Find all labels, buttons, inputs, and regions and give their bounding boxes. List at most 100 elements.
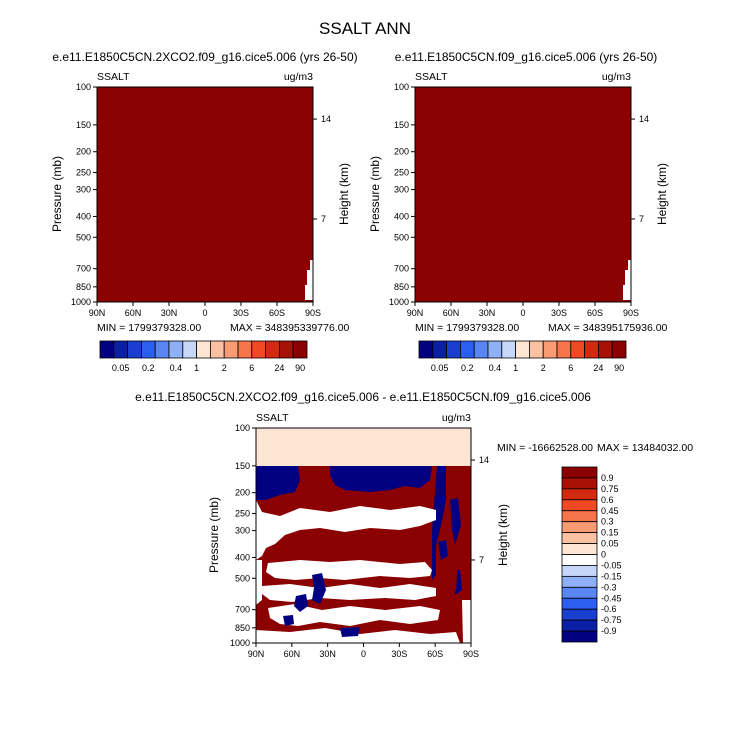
- diff-top-zero: [256, 428, 471, 466]
- colorbar-label: 0.4: [489, 363, 502, 373]
- ytick-label: 150: [235, 461, 250, 471]
- xtick-label: 30S: [391, 649, 407, 659]
- xtick-label: 60N: [125, 308, 142, 318]
- ytick-label: 250: [235, 509, 250, 519]
- diff-white-band-1: [256, 500, 436, 560]
- colorbar-box: [182, 340, 198, 359]
- colorbar-box: [561, 466, 598, 479]
- panel-difference-variable: SSALT: [256, 412, 289, 424]
- panel-case-field: [97, 87, 313, 302]
- ytick-label: 300: [394, 185, 409, 195]
- ytick-label: 100: [394, 82, 409, 92]
- colorbar-box: [556, 340, 572, 359]
- colorbar-label: 24: [274, 363, 284, 373]
- xtick-label: 30S: [233, 308, 249, 318]
- diff-blue-lower-3: [340, 627, 360, 637]
- panel-difference-colorbar: 0.90.750.60.450.30.150.050-0.05-0.15-0.3…: [561, 466, 622, 643]
- panel-case-colorbar: 0.05 0.2 0.4 1 2 6 24 90: [99, 340, 308, 373]
- panel-case-variable: SSALT: [97, 71, 130, 83]
- colorbar-box: [561, 510, 598, 523]
- diff-blue-cap-mid: [330, 466, 432, 492]
- ytick-label: 100: [76, 82, 91, 92]
- panel-difference-axes: 90N 60N 30N 0 30S 60S 90S 100 150 200 250 300 400 500…: [230, 423, 489, 659]
- panel-difference-title: e.e11.E1850C5CN.2XCO2.f09_g16.cice5.006 …: [135, 390, 591, 404]
- colorbar-label: 0.6: [601, 495, 614, 505]
- colorbar-box: [473, 340, 489, 359]
- ytick-label: 250: [76, 168, 91, 178]
- panel-control: e.e11.E1850C5CN.f09_g16.cice5.006 (yrs 2…: [368, 50, 669, 373]
- y2tick-label: 7: [479, 555, 484, 565]
- colorbar-label: 24: [593, 363, 603, 373]
- xtick-label: 60N: [284, 649, 301, 659]
- ytick-label: 1000: [71, 297, 91, 307]
- colorbar-box: [584, 340, 599, 359]
- panel-control-colorbar: 0.05 0.2 0.4 1 2 6 24 90: [418, 340, 627, 373]
- colorbar-label: 0.05: [431, 363, 449, 373]
- colorbar-box: [154, 340, 170, 359]
- colorbar-box: [113, 340, 129, 359]
- xtick-label: 30S: [551, 308, 567, 318]
- ytick-label: 200: [235, 488, 250, 498]
- diff-white-band-4: [268, 604, 440, 626]
- panel-control-variable: SSALT: [415, 71, 448, 83]
- colorbar-label: 0.2: [461, 363, 474, 373]
- colorbar-label: 90: [295, 363, 305, 373]
- colorbar-box: [127, 340, 142, 359]
- colorbar-label: 0.2: [142, 363, 155, 373]
- ytick-label: 300: [235, 526, 250, 536]
- colorbar-label: 0.75: [601, 484, 619, 494]
- ytick-label: 400: [76, 211, 91, 221]
- ytick-label: 850: [76, 282, 91, 292]
- colorbar-box: [292, 340, 308, 359]
- xtick-label: 0: [361, 649, 366, 659]
- panel-case-y2label: Height (km): [337, 163, 351, 225]
- panel-control-title: e.e11.E1850C5CN.f09_g16.cice5.006 (yrs 2…: [395, 50, 658, 64]
- colorbar-box: [561, 532, 598, 544]
- panel-control-field: [415, 87, 631, 302]
- colorbar-box: [561, 488, 598, 501]
- panel-difference-y2label: Height (km): [496, 504, 510, 566]
- colorbar-label: 6: [568, 363, 573, 373]
- colorbar-label: 0.05: [112, 363, 130, 373]
- diff-red-right-tail: [446, 545, 458, 600]
- panel-case-low-gap: [305, 260, 313, 300]
- colorbar-box: [598, 340, 613, 359]
- y2tick-label: 14: [479, 455, 489, 465]
- ytick-label: 500: [394, 232, 409, 242]
- colorbar-box: [251, 340, 267, 359]
- main-title: SSALT ANN: [319, 19, 411, 38]
- panel-control-ylabel: Pressure (mb): [368, 156, 382, 232]
- colorbar-box: [487, 340, 503, 359]
- colorbar-box: [223, 340, 239, 359]
- xtick-label: 30N: [161, 308, 178, 318]
- colorbar-box: [278, 340, 294, 359]
- colorbar-label: 0.4: [170, 363, 183, 373]
- colorbar-label: -0.15: [601, 571, 622, 581]
- panel-control-low-gap: [623, 260, 631, 300]
- colorbar-label: 0.3: [601, 517, 614, 527]
- panel-control-y2label: Height (km): [655, 163, 669, 225]
- colorbar-label: 0.9: [601, 473, 614, 483]
- colorbar-box: [561, 575, 598, 588]
- xtick-label: 90N: [407, 308, 424, 318]
- colorbar-box: [265, 340, 280, 359]
- colorbar-box: [196, 340, 211, 359]
- panel-difference-max: MAX = 13484032.00: [597, 442, 693, 454]
- colorbar-label: 90: [614, 363, 624, 373]
- panel-difference-units: ug/m3: [442, 412, 471, 424]
- xtick-label: 30N: [479, 308, 496, 318]
- colorbar-label: 0.45: [601, 506, 619, 516]
- panel-case-min: MIN = 1799379328.00: [97, 322, 201, 334]
- colorbar-box: [561, 608, 598, 621]
- colorbar-label: -0.9: [601, 626, 617, 636]
- colorbar-box: [459, 340, 475, 359]
- xtick-label: 90S: [305, 308, 321, 318]
- colorbar-box: [561, 554, 598, 566]
- colorbar-label: 0.15: [601, 528, 619, 538]
- ytick-label: 700: [76, 264, 91, 274]
- colorbar-box: [611, 340, 627, 359]
- ytick-label: 150: [394, 120, 409, 130]
- colorbar-box: [432, 340, 447, 359]
- ytick-label: 850: [235, 623, 250, 633]
- colorbar-label: -0.3: [601, 582, 617, 592]
